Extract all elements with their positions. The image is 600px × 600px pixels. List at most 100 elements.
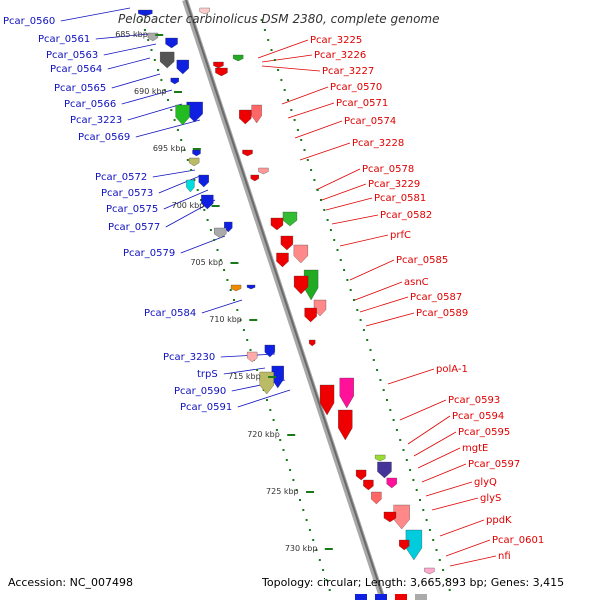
forward-gene-arrow: [160, 51, 175, 69]
reverse-leader-line: [315, 168, 361, 191]
forward-gene-label: Pcar_0563: [46, 50, 98, 61]
forward-gene-label: Pcar_0561: [38, 34, 90, 45]
tick-dot: [402, 449, 405, 451]
reverse-gene-arrow: [280, 235, 294, 251]
forward-gene-label: Pcar_0564: [50, 64, 102, 75]
tick-label: 695 kbp: [153, 144, 186, 153]
tick-dot: [320, 199, 322, 201]
forward-gene-arrow: [192, 149, 201, 157]
tick-dot: [405, 459, 408, 461]
reverse-gene-arrow: [293, 244, 308, 264]
reverse-leader-line: [261, 54, 313, 63]
tick-label: 730 kbp: [285, 544, 318, 553]
forward-gene-label: Pcar_0560: [3, 16, 55, 27]
tick-dot: [236, 309, 239, 311]
tick-dot: [180, 139, 183, 141]
forward-gene-arrow: [188, 157, 200, 167]
tick-mark: [230, 262, 239, 264]
tick-dot: [246, 339, 249, 341]
tick-label: 715 kbp: [228, 372, 261, 381]
tick-dot: [382, 389, 385, 391]
reverse-gene-arrow: [215, 67, 228, 77]
tick-dot: [190, 169, 193, 171]
tick-dot: [442, 569, 445, 571]
tick-dot: [176, 129, 179, 131]
gene-fragment: [355, 594, 367, 600]
forward-gene-arrow: [176, 59, 189, 75]
reverse-leader-line: [431, 497, 479, 511]
tick-dot: [200, 199, 202, 201]
tick-label: 710 kbp: [209, 315, 242, 324]
reverse-gene-arrow: [293, 275, 309, 295]
tick-dot: [186, 159, 189, 161]
tick-dot: [266, 399, 268, 401]
forward-gene-label: Pcar_0575: [106, 204, 158, 215]
tick-dot: [425, 519, 428, 521]
tick-dot: [412, 479, 415, 481]
reverse-gene-arrow: [239, 109, 252, 125]
tick-dot: [445, 579, 448, 581]
tick-dot: [346, 279, 349, 281]
forward-gene-arrow: [230, 284, 242, 292]
reverse-gene-arrow: [242, 149, 253, 157]
tick-dot: [160, 79, 163, 81]
tick-dot: [428, 529, 431, 531]
reverse-gene-label: Pcar_0582: [380, 210, 432, 221]
reverse-gene-labels: Pcar_3225 Pcar_3226 Pcar_3227 Pcar_0570 Pcar…: [310, 35, 544, 562]
reverse-leader-line: [387, 368, 435, 385]
reverse-gene-label: Pcar_0594: [452, 411, 504, 422]
forward-gene-label: Pcar_0579: [123, 248, 175, 259]
reverse-gene-arrow: [371, 491, 382, 505]
tick-dot: [306, 159, 309, 161]
forward-gene-label: Pcar_0577: [108, 222, 160, 233]
tick-dot: [249, 349, 252, 351]
reverse-leader-line: [354, 281, 403, 301]
reverse-gene-arrow: [276, 252, 289, 268]
gene-fragment: [375, 594, 387, 600]
forward-leader-line: [163, 189, 209, 210]
tick-dot: [280, 79, 283, 81]
reverse-gene-arrow: [251, 104, 262, 124]
forward-gene-arrow: [201, 194, 214, 210]
tick-dot: [229, 289, 232, 291]
tick-mark: [268, 376, 277, 378]
tick-mark: [324, 548, 333, 550]
tick-dot: [369, 349, 372, 351]
gene-features: [138, 7, 435, 600]
reverse-leader-line: [261, 65, 321, 72]
reverse-gene-arrow: [386, 477, 397, 489]
tick-dot: [392, 419, 395, 421]
forward-gene-arrow: [165, 37, 178, 49]
tick-label: 690 kbp: [134, 87, 167, 96]
tick-dot: [170, 109, 173, 111]
tick-dot: [289, 469, 292, 471]
tick-dot: [379, 379, 382, 381]
reverse-leader-line: [425, 481, 473, 497]
tick-dot: [206, 219, 209, 221]
forward-leader-line: [95, 33, 149, 40]
reverse-gene-arrow: [363, 479, 374, 491]
forward-gene-label: Pcar_0590: [174, 386, 226, 397]
reverse-gene-arrow: [258, 167, 269, 175]
tick-dot: [389, 409, 392, 411]
tick-dot: [226, 279, 229, 281]
tick-dot: [353, 299, 355, 301]
forward-gene-arrow: [247, 351, 258, 363]
reverse-leader-line: [257, 39, 309, 59]
reverse-gene-arrow: [199, 7, 210, 15]
tick-dot: [157, 69, 160, 71]
reverse-gene-label: glyS: [480, 493, 501, 504]
tick-dot: [239, 319, 242, 321]
tick-label: 700 kbp: [172, 201, 205, 210]
reverse-gene-arrow: [319, 384, 335, 416]
tick-mark: [211, 205, 220, 207]
tick-dot: [256, 369, 259, 371]
tick-dot: [362, 329, 365, 331]
tick-mark: [192, 148, 201, 150]
tick-dot: [140, 19, 143, 21]
forward-gene-arrow: [246, 284, 256, 290]
tick-dot: [323, 209, 326, 211]
tick-dot: [203, 209, 206, 211]
tick-dot: [183, 149, 186, 151]
tick-dot: [376, 369, 379, 371]
